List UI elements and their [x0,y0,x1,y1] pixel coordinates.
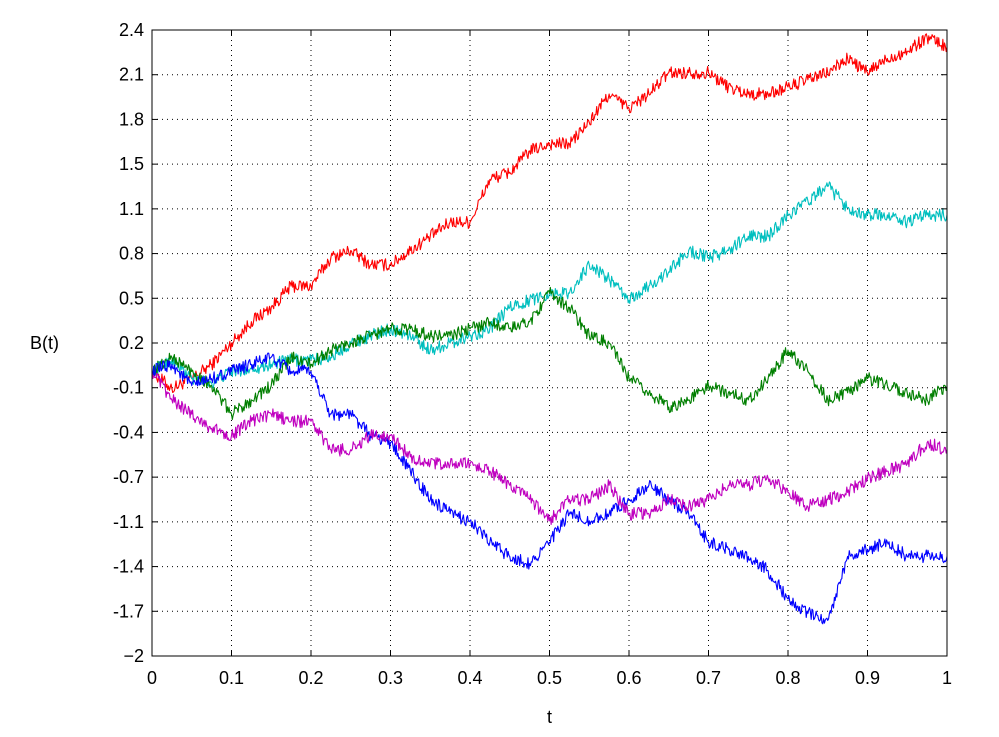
y-tick-label: 2.4 [119,20,144,40]
y-tick-label: 2.1 [119,65,144,85]
series-line-1 [151,33,948,394]
y-axis-title: B(t) [30,333,59,353]
grid [152,30,947,656]
y-tick-label: 1.5 [119,154,144,174]
y-tick-label: 1.1 [119,199,144,219]
y-tick-label: 0.5 [119,288,144,308]
x-tick-label: 1 [942,668,952,688]
x-tick-label: 0.1 [219,668,244,688]
y-tick-label: 1.8 [119,109,144,129]
x-tick-label: 0.5 [537,668,562,688]
series-line-4 [151,352,948,625]
y-tick-label: -0.7 [113,467,144,487]
x-axis-title: t [547,707,552,727]
x-tick-label: 0.9 [855,668,880,688]
y-tick-label: -1.1 [113,512,144,532]
y-tick-label: -1.4 [113,557,144,577]
x-tick-label: 0.4 [457,668,482,688]
x-tick-label: 0 [147,668,157,688]
axis-ticks [151,29,948,657]
y-tick-label: 0.8 [119,244,144,264]
x-tick-label: 0.7 [696,668,721,688]
x-tick-label: 0.2 [298,668,323,688]
series-group [151,33,948,625]
x-tick-label: 0.6 [616,668,641,688]
tick-labels: 0 0.1 0.2 0.3 0.4 0.5 0.6 0.7 0.8 0.9 1 −2 -1.7 -1.4 -… [113,20,952,688]
x-tick-label: 0.3 [378,668,403,688]
y-tick-label: −2 [123,646,144,666]
y-tick-label: -0.4 [113,422,144,442]
series-line-5 [151,371,948,526]
y-tick-label: -1.7 [113,601,144,621]
y-tick-label: 0.2 [119,333,144,353]
x-tick-label: 0.8 [775,668,800,688]
y-tick-label: -0.1 [113,378,144,398]
